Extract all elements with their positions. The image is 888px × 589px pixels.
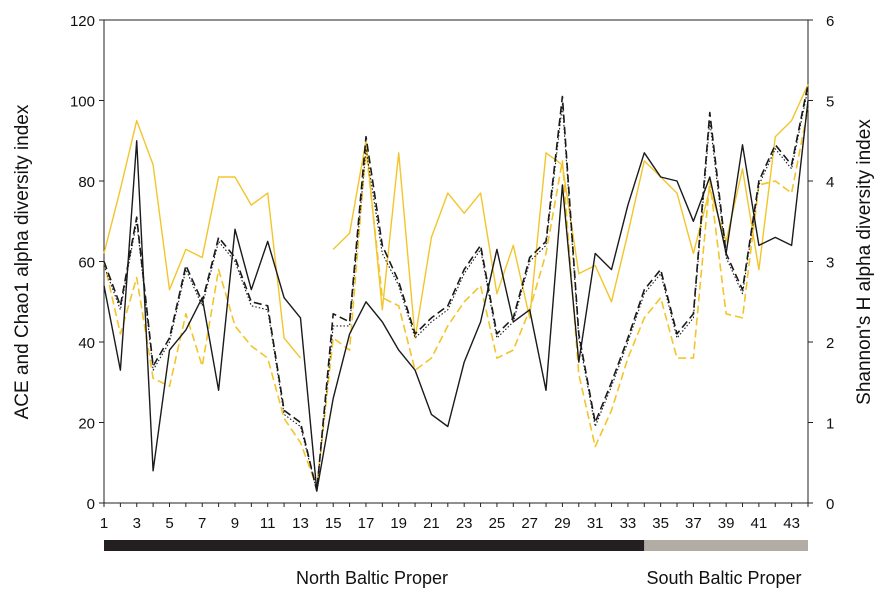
x-tick-label: 9: [231, 515, 239, 532]
x-tick-label: 17: [358, 515, 375, 532]
x-tick-label: 5: [165, 515, 173, 532]
series-line-0: [103, 84, 809, 359]
right-tick-label: 5: [826, 94, 834, 111]
series-line-1: [103, 100, 809, 492]
x-tick-label: 19: [390, 515, 407, 532]
right-axis-title: Shannon's H alpha diversity index: [854, 119, 875, 405]
x-tick-label: 7: [198, 515, 206, 532]
x-tick-label: 41: [751, 515, 768, 532]
right-tick-label: 2: [826, 335, 834, 352]
x-tick-label: 1: [100, 515, 108, 532]
left-tick-label: 40: [78, 335, 95, 352]
x-tick-label: 43: [783, 515, 800, 532]
x-tick-label: 37: [685, 515, 702, 532]
left-axis-ticks: 0 20 40 60 80 100 120: [70, 13, 104, 513]
region-label: South Baltic Proper: [646, 568, 801, 588]
region-bars: North Baltic Proper South Baltic Proper: [104, 540, 808, 588]
left-tick-label: 80: [78, 174, 95, 191]
x-tick-label: 29: [554, 515, 571, 532]
x-tick-label: 23: [456, 515, 473, 532]
x-tick-label: 11: [260, 515, 276, 532]
x-tick-label: 21: [423, 515, 440, 532]
x-axis-ticks: 1 3 5 7 9 11 13 15 17 19 21 23 25 27 29 31 33 35 37 39 41 43: [100, 503, 809, 532]
x-tick-label: 25: [489, 515, 506, 532]
left-axis-title: ACE and Chao1 alpha diversity index: [12, 104, 33, 419]
right-axis-ticks: 0 1 2 3 4 5 6: [808, 13, 834, 513]
left-tick-label: 60: [78, 255, 95, 272]
series-line-3: [103, 88, 809, 492]
x-tick-label: 33: [620, 515, 637, 532]
right-tick-label: 4: [826, 174, 834, 191]
right-tick-label: 1: [826, 416, 834, 433]
right-tick-label: 3: [826, 255, 834, 272]
x-tick-label: 35: [652, 515, 669, 532]
x-tick-label: 15: [325, 515, 342, 532]
left-tick-label: 20: [78, 416, 95, 433]
right-tick-label: 6: [826, 13, 834, 30]
series-line-2: [103, 84, 809, 492]
series-layer: [103, 84, 809, 492]
region-label: North Baltic Proper: [296, 568, 448, 588]
right-tick-label: 0: [826, 496, 834, 513]
left-tick-label: 0: [87, 496, 95, 513]
x-tick-label: 39: [718, 515, 735, 532]
x-tick-label: 13: [292, 515, 309, 532]
region-bar: [644, 540, 808, 551]
x-tick-label: 31: [587, 515, 604, 532]
region-bar: [104, 540, 645, 551]
left-tick-label: 100: [70, 94, 95, 111]
series-line-4: [103, 108, 809, 488]
x-tick-label: 3: [133, 515, 141, 532]
x-tick-label: 27: [521, 515, 538, 532]
left-tick-label: 120: [70, 13, 95, 30]
